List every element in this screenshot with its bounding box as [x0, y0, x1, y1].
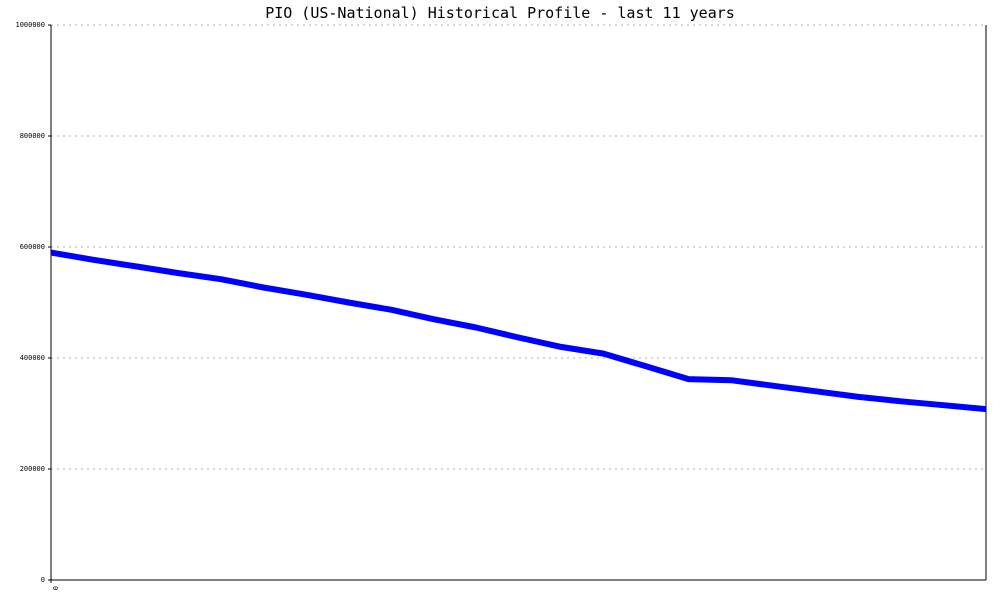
axes	[50, 25, 987, 581]
y-tick-label-4: 800000	[20, 132, 45, 140]
grid	[51, 24, 986, 470]
series-line-0	[50, 249, 987, 413]
y-tick-label-3: 600000	[20, 243, 45, 251]
y-tick-labels: 0 200000 400000 600000 800000 1000000	[15, 21, 51, 584]
y-tick-label-2: 400000	[20, 354, 45, 362]
y-tick-label-1: 200000	[20, 465, 45, 473]
chart-title: PIO (US-National) Historical Profile - l…	[265, 4, 735, 22]
x-tick-label-0: 0	[51, 586, 59, 590]
y-tick-label-5: 1000000	[15, 21, 45, 29]
x-tick-labels: 0	[50, 580, 59, 590]
series	[50, 249, 987, 413]
y-tick-label-0: 0	[41, 576, 45, 584]
